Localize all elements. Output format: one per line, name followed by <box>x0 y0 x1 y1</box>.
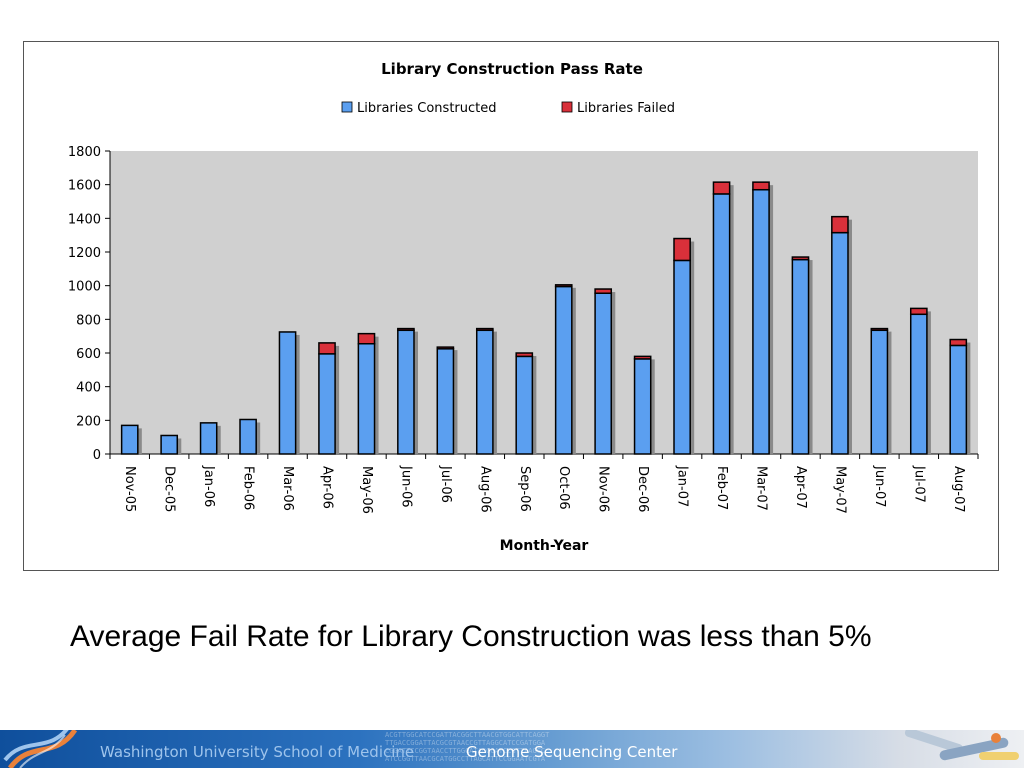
x-tick-label: Dec-05 <box>162 466 177 512</box>
x-tick-label: Dec-06 <box>635 466 650 512</box>
x-tick-label: Feb-06 <box>241 466 256 510</box>
bar-failed <box>357 332 376 345</box>
footer-center-name: Genome Sequencing Center <box>466 743 678 761</box>
x-tick-label: Jul-07 <box>911 465 926 503</box>
y-tick-label: 1600 <box>68 179 101 194</box>
bar-constructed <box>673 259 691 455</box>
chart-title: Library Construction Pass Rate <box>381 60 643 78</box>
bar-constructed <box>909 313 928 455</box>
y-tick-label: 800 <box>76 313 101 328</box>
x-tick-label: Nov-05 <box>122 466 137 512</box>
x-tick-label: Apr-07 <box>793 466 808 509</box>
x-tick-label: May-07 <box>832 466 847 514</box>
sequence-texture: ACGTTGGCATCCGATTACGGCTTAACGTGGCATTCAGGT T… <box>385 731 550 763</box>
x-tick-label: Jan-06 <box>201 465 216 507</box>
bar-constructed <box>397 329 415 455</box>
legend-swatch <box>341 101 353 113</box>
bar-constructed <box>357 342 376 455</box>
bar-constructed <box>318 353 336 455</box>
y-tick-label: 1000 <box>68 280 101 295</box>
legend-swatch <box>561 101 573 113</box>
bar-constructed <box>278 331 297 455</box>
bar-failed <box>318 342 336 355</box>
bar-constructed <box>594 292 613 455</box>
bar-failed <box>791 256 810 261</box>
x-tick-label: Jan-07 <box>675 465 690 507</box>
bar-constructed <box>870 329 889 455</box>
footer-banner: ACGTTGGCATCCGATTACGGCTTAACGTGGCATTCAGGT T… <box>0 730 1024 768</box>
bar-failed <box>909 307 928 316</box>
bar-failed <box>870 327 889 332</box>
chart-container: Library Construction Pass Rate Libraries … <box>23 41 999 571</box>
bar-failed <box>554 284 573 288</box>
bar-constructed <box>831 231 849 455</box>
bar-constructed <box>949 344 968 455</box>
bar-failed <box>436 346 455 350</box>
bar-constructed <box>554 285 573 455</box>
legend-label: Libraries Constructed <box>357 101 497 116</box>
x-tick-label: Mar-07 <box>754 466 769 511</box>
bar-constructed <box>515 355 534 455</box>
bar-constructed <box>712 193 731 455</box>
slide-caption: Average Fail Rate for Library Constructi… <box>70 620 872 653</box>
bar-constructed <box>120 424 139 455</box>
y-tick-label: 400 <box>76 381 101 396</box>
y-tick-label: 200 <box>76 414 101 429</box>
bar-constructed <box>791 258 810 455</box>
x-tick-label: Mar-06 <box>280 466 295 511</box>
x-tick-label: Apr-06 <box>320 466 335 509</box>
y-tick-label: 600 <box>76 347 101 362</box>
bar-failed <box>949 338 968 347</box>
dna-helix-icon <box>3 730 78 768</box>
x-tick-label: Jun-06 <box>398 465 413 508</box>
bar-failed <box>752 181 770 191</box>
bar-constructed <box>160 434 179 455</box>
bar-chart: Library Construction Pass Rate Libraries … <box>68 60 979 554</box>
bar-failed <box>673 237 691 262</box>
lab-tubes-icon <box>904 730 1019 761</box>
bar-failed <box>397 327 415 332</box>
bar-constructed <box>436 348 455 455</box>
bar-failed <box>831 215 849 234</box>
legend-label: Libraries Failed <box>577 101 675 116</box>
bar-failed <box>633 355 652 360</box>
bar-constructed <box>633 358 652 455</box>
x-tick-label: Nov-06 <box>596 466 611 512</box>
x-tick-label: Sep-06 <box>517 466 532 512</box>
x-tick-label: Jun-07 <box>872 465 887 508</box>
y-tick-label: 1200 <box>68 246 101 261</box>
y-tick-label: 0 <box>93 448 101 463</box>
bar-constructed <box>752 188 770 455</box>
bar-failed <box>594 288 613 294</box>
x-axis-label: Month-Year <box>500 538 589 554</box>
x-tick-label: Aug-06 <box>477 466 492 513</box>
x-tick-label: Feb-07 <box>714 466 729 510</box>
x-tick-label: Oct-06 <box>556 466 571 510</box>
bar-constructed <box>475 329 494 455</box>
x-tick-label: Jul-06 <box>438 465 453 503</box>
footer-school-name: Washington University School of Medicine <box>100 743 415 761</box>
x-tick-label: May-06 <box>359 466 374 514</box>
bar-failed <box>515 352 534 358</box>
bar-failed <box>475 327 494 332</box>
bar-constructed <box>199 422 218 455</box>
x-tick-label: Aug-07 <box>951 466 966 513</box>
y-tick-label: 1800 <box>68 145 101 160</box>
bar-failed <box>712 181 731 195</box>
bar-constructed <box>239 418 257 455</box>
y-tick-label: 1400 <box>68 212 101 227</box>
